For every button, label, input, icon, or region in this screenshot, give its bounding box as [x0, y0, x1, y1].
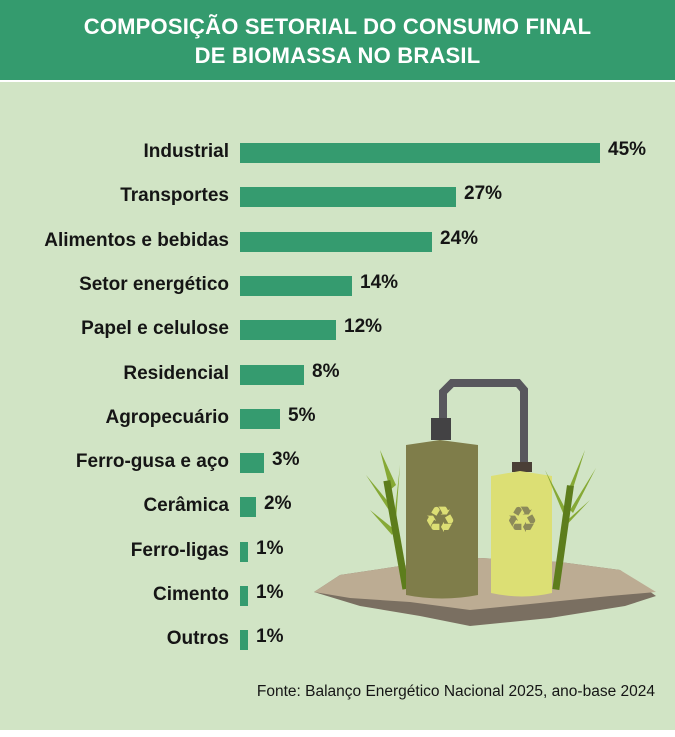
bar-row: Setor energético 14%	[0, 271, 675, 297]
bar	[240, 320, 336, 341]
category-label: Papel e celulose	[81, 318, 229, 340]
bar	[240, 364, 304, 385]
bar-row: Residencial 8%	[0, 360, 675, 386]
bar-row: Ferro-ligas 1%	[0, 537, 675, 563]
svg-text:♻: ♻	[506, 500, 538, 541]
value-label: 1%	[256, 537, 284, 559]
bar	[240, 143, 600, 163]
bar	[240, 275, 352, 296]
value-label: 12%	[344, 316, 383, 338]
category-label: Residencial	[123, 362, 229, 384]
value-label: 1%	[256, 626, 284, 648]
category-label: Alimentos e bebidas	[44, 229, 229, 251]
bar	[240, 497, 256, 518]
category-label: Cerâmica	[143, 495, 229, 517]
category-label: Transportes	[120, 185, 229, 207]
biofuel-illustration-icon: ♻ ♻	[314, 379, 656, 626]
category-label: Industrial	[143, 141, 229, 162]
value-label: 8%	[312, 360, 340, 382]
value-label: 14%	[360, 271, 399, 293]
bar	[240, 586, 248, 606]
source-note: Fonte: Balanço Energético Nacional 2025,…	[256, 683, 655, 700]
svg-text:♻: ♻	[424, 500, 456, 541]
title-line-1: COMPOSIÇÃO SETORIAL DO CONSUMO FINAL	[83, 14, 592, 39]
bar-row: Transportes 27%	[0, 183, 675, 208]
bar-row: Agropecuário 5%	[0, 404, 675, 430]
bar-row: Outros 1%	[0, 626, 675, 651]
bar	[240, 541, 248, 562]
bar	[240, 231, 432, 252]
bar	[240, 408, 280, 429]
category-label: Agropecuário	[105, 406, 229, 428]
value-label: 5%	[288, 404, 316, 426]
value-label: 2%	[264, 493, 292, 515]
value-label: 24%	[440, 227, 479, 249]
value-label: 3%	[272, 449, 300, 471]
category-label: Cimento	[153, 584, 229, 605]
chart-title: COMPOSIÇÃO SETORIAL DO CONSUMO FINAL DE …	[0, 0, 675, 80]
bar-row: Cerâmica 2%	[0, 493, 675, 518]
bar-row: Ferro-gusa e aço 3%	[0, 449, 675, 474]
bar	[240, 453, 264, 474]
bar-row: Cimento 1%	[0, 582, 675, 607]
category-label: Setor energético	[79, 273, 229, 295]
title-line-2: DE BIOMASSA NO BRASIL	[194, 43, 481, 68]
bar-row: Papel e celulose 12%	[0, 316, 675, 341]
value-label: 1%	[256, 582, 284, 603]
bar-row: Alimentos e bebidas 24%	[0, 227, 675, 253]
value-label: 45%	[608, 139, 647, 160]
bar	[240, 630, 248, 651]
bar-row: Industrial 45%	[0, 139, 675, 164]
value-label: 27%	[464, 183, 503, 205]
category-label: Ferro-ligas	[130, 539, 229, 561]
category-label: Outros	[166, 628, 229, 650]
category-label: Ferro-gusa e aço	[75, 451, 229, 473]
bar	[240, 187, 456, 208]
